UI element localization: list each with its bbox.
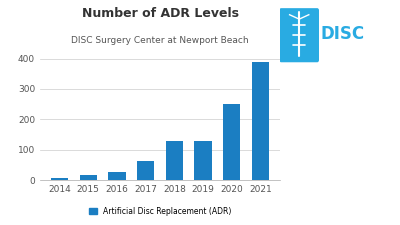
- Text: DISC: DISC: [321, 25, 365, 43]
- Bar: [80, 176, 97, 180]
- Bar: [166, 142, 183, 180]
- Bar: [51, 178, 68, 180]
- Bar: [252, 62, 269, 180]
- Bar: [194, 141, 212, 180]
- Bar: [223, 104, 240, 180]
- Text: DISC Surgery Center at Newport Beach: DISC Surgery Center at Newport Beach: [71, 36, 249, 45]
- Bar: [108, 172, 126, 180]
- FancyBboxPatch shape: [279, 8, 319, 62]
- Text: Number of ADR Levels: Number of ADR Levels: [82, 7, 238, 20]
- Bar: [137, 161, 154, 180]
- Legend: Artificial Disc Replacement (ADR): Artificial Disc Replacement (ADR): [86, 204, 234, 219]
